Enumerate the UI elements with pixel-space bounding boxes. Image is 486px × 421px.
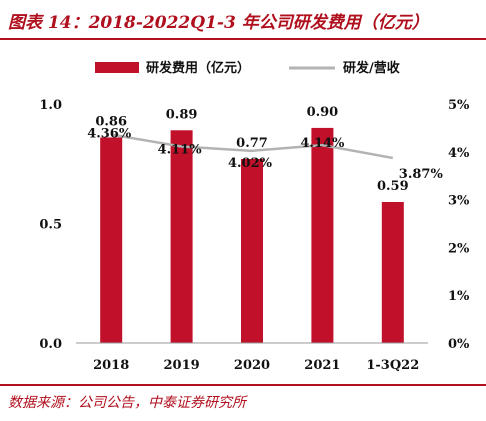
ratio-line [110,133,394,160]
right-tick-3: 3% [448,194,470,209]
top-rule [0,38,486,40]
right-tick-0: 0% [448,337,470,352]
left-axis: 0.0 0.5 1.0 [39,98,62,352]
left-tick-2: 1.0 [39,98,62,113]
x-tick-2021: 2021 [304,358,340,373]
x-tick-1-3Q22: 1-3Q22 [366,358,419,373]
legend: 研发费用（亿元） 研发/营收 [95,60,401,76]
right-axis: 0% 1% 2% 3% 4% 5% [448,98,470,352]
bar-1-3Q22 [381,201,404,343]
bar-label-2020: 0.77 [236,136,268,151]
ratio-label-2020: 4.02% [228,156,273,171]
right-tick-2: 2% [448,241,470,256]
ratio-label-2018: 4.36% [87,127,132,142]
legend-swatch-rd-expense [95,62,139,73]
x-tick-2019: 2019 [164,358,200,373]
bar-2020 [241,158,263,343]
bar-2018 [100,137,123,343]
bar-label-2019: 0.89 [166,107,198,122]
chart-title: 图表 14：2018-2022Q1-3 年公司研发费用（亿元） [8,13,429,33]
ratio-label-1-3Q22: 3.87% [399,167,444,182]
bar-label-2021: 0.90 [307,105,339,120]
bar-series: 0.86 0.89 0.77 0.90 0.59 [95,105,409,344]
bar-label-1-3Q22: 0.59 [377,179,409,194]
x-axis: 2018 2019 2020 2021 1-3Q22 [76,342,428,373]
left-tick-1: 0.5 [39,218,62,233]
right-tick-4: 4% [448,146,470,161]
bar-2021 [311,127,334,344]
rd-expense-chart: 研发费用（亿元） 研发/营收 0.0 0.5 1.0 0% 1% 2% 3% 4% 5% 0.8… [39,60,470,373]
right-tick-1: 1% [448,289,470,304]
ratio-label-2019: 4.11% [158,143,203,158]
x-tick-2018: 2018 [93,358,129,373]
bar-2019 [170,130,193,343]
bar-label-2018: 0.86 [95,114,127,129]
title-bar: 图表 14：2018-2022Q1-3 年公司研发费用（亿元） [0,0,486,40]
bottom-rule [0,384,486,386]
right-tick-5: 5% [448,98,470,113]
x-tick-2020: 2020 [234,358,270,373]
line-series: 4.36% 4.11% 4.02% 4.14% 3.87% [87,127,443,182]
legend-label-rd-ratio: 研发/营收 [343,60,401,76]
legend-label-rd-expense: 研发费用（亿元） [146,60,250,76]
ratio-label-2021: 4.14% [300,136,345,151]
left-tick-0: 0.0 [39,337,62,352]
source-note: 数据来源：公司公告，中泰证券研究所 [8,395,246,411]
